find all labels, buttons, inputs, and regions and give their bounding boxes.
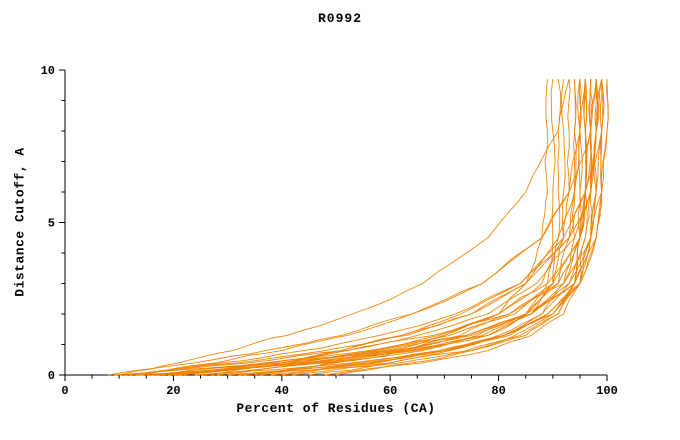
x-tick-label: 80 — [491, 384, 505, 398]
series-line — [270, 79, 588, 376]
series-line — [167, 79, 548, 376]
series-line — [135, 79, 556, 376]
y-tick-label: 5 — [48, 217, 55, 231]
series-line — [260, 78, 603, 376]
x-tick-label: 100 — [596, 384, 618, 398]
x-tick-label: 20 — [166, 384, 180, 398]
series-line — [243, 79, 581, 376]
series-line — [119, 78, 570, 376]
series-line — [140, 79, 597, 376]
series-line — [113, 79, 609, 376]
series-line — [124, 79, 599, 376]
x-axis-label: Percent of Residues (CA) — [236, 401, 436, 416]
series-line — [178, 79, 561, 376]
series-line — [146, 79, 587, 376]
series-line — [281, 79, 604, 376]
y-tick-label: 10 — [41, 64, 55, 78]
series-line — [211, 79, 605, 376]
series-line — [129, 79, 582, 376]
series-line — [119, 79, 603, 376]
series-line — [108, 79, 586, 376]
series-line — [216, 79, 603, 376]
series-line — [325, 79, 588, 376]
series-line — [292, 79, 593, 376]
y-tick-label: 0 — [48, 369, 55, 383]
x-tick-label: 0 — [61, 384, 68, 398]
series-line — [254, 79, 597, 376]
chart-title: R0992 — [317, 11, 362, 26]
x-tick-label: 40 — [275, 384, 289, 398]
x-tick-label: 60 — [383, 384, 397, 398]
series-line — [238, 79, 577, 376]
series-line — [173, 79, 605, 376]
series-line — [157, 79, 571, 376]
series-line — [184, 79, 597, 376]
